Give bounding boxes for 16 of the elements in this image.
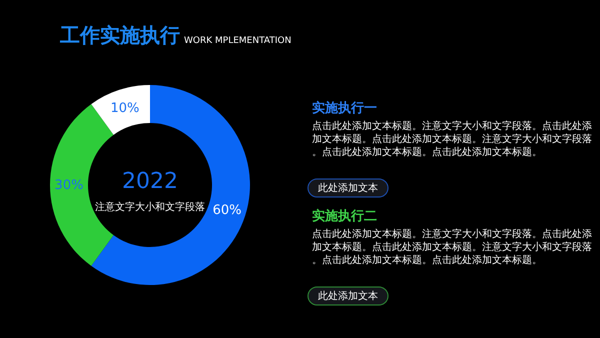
donut-slice: [91, 85, 150, 135]
text: 实施执行一: [312, 100, 377, 116]
text: 点击此处添加文本标题。注意文字大小和文字段落。点击此处添加文本标题。点击此处添加文本标题。注意文字大小和文字段落。点击此处添加文本标题。点击此处添加文本标题。: [312, 228, 592, 266]
text: 此处添加文本: [318, 290, 378, 302]
text: 此处添加文本: [318, 182, 378, 194]
text: 注意文字大小和文字段落: [95, 201, 205, 213]
chart-subtitle: WORK MPLEMENTATION: [184, 36, 292, 46]
data-label: 60%: [212, 203, 242, 218]
data-label: 10%: [110, 100, 140, 116]
donut-slice: [50, 104, 114, 266]
donut-slice: [91, 85, 250, 285]
text: 实施执行二: [312, 208, 377, 224]
chart-title: 工作实施执行: [59, 23, 180, 47]
data-label: 30%: [54, 178, 84, 193]
text: 2022: [122, 169, 178, 194]
text: 点击此处添加文本标题。注意文字大小和文字段落。点击此处添加文本标题。点击此处添加文本标题。注意文字大小和文字段落。点击此处添加文本标题。点击此处添加文本标题。: [312, 120, 592, 158]
